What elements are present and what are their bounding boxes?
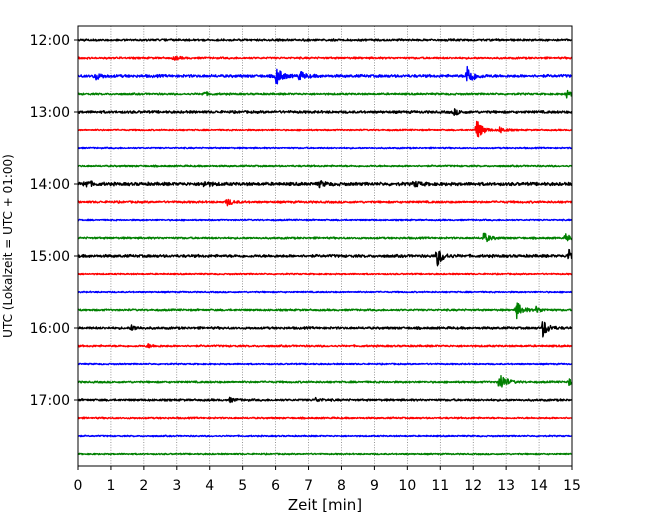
trace-1245 — [77, 89, 573, 99]
y-axis-ticks: 12:00 13:00 14:00 15:00 16:00 17:00 — [30, 33, 78, 409]
y-tick-label: 13:00 — [30, 105, 70, 121]
y-tick-label: 17:00 — [30, 393, 70, 409]
trace-1545 — [77, 302, 572, 320]
x-axis-label: Zeit [min] — [288, 496, 362, 514]
x-axis-ticks: 0 1 2 3 4 5 6 7 8 9 10 11 12 13 14 15 — [74, 466, 581, 494]
x-tick-label: 6 — [271, 478, 280, 494]
trace-1345 — [77, 164, 573, 168]
trace-1515 — [77, 272, 573, 276]
trace-1630 — [77, 362, 572, 366]
trace-1645 — [77, 375, 572, 388]
trace-1315 — [77, 120, 572, 138]
trace-1615 — [77, 343, 573, 349]
trace-1745 — [77, 452, 572, 456]
x-tick-label: 2 — [139, 478, 148, 494]
trace-1700 — [77, 396, 573, 404]
x-tick-label: 9 — [370, 478, 379, 494]
trace-1530 — [77, 290, 573, 294]
y-axis-label: UTC (Lokalzeit = UTC + 01:00) — [1, 154, 15, 338]
x-tick-label: 10 — [398, 478, 416, 494]
trace-1415 — [77, 198, 572, 207]
trace-1230 — [77, 65, 572, 85]
x-tick-label: 8 — [337, 478, 346, 494]
x-tick-label: 7 — [304, 478, 313, 494]
y-tick-label: 12:00 — [30, 33, 70, 49]
trace-1330 — [77, 146, 573, 150]
y-tick-label: 15:00 — [30, 249, 70, 265]
y-tick-label: 16:00 — [30, 321, 70, 337]
grid-lines — [110, 26, 540, 466]
y-tick-label: 14:00 — [30, 177, 70, 193]
trace-1715 — [77, 416, 573, 420]
trace-1600 — [77, 321, 573, 338]
trace-1730 — [77, 434, 573, 438]
x-tick-label: 15 — [563, 478, 581, 494]
x-tick-label: 11 — [431, 478, 449, 494]
x-tick-label: 3 — [172, 478, 181, 494]
x-tick-label: 0 — [74, 478, 83, 494]
x-tick-label: 4 — [205, 478, 214, 494]
trace-1500 — [77, 248, 573, 267]
x-tick-label: 13 — [497, 478, 515, 494]
seismic-traces — [77, 38, 573, 456]
trace-1400 — [77, 180, 573, 189]
trace-1445 — [77, 232, 573, 243]
x-tick-label: 1 — [106, 478, 115, 494]
trace-1430 — [77, 218, 573, 222]
plot-frame — [77, 25, 573, 467]
x-tick-label: 14 — [530, 478, 548, 494]
trace-1215 — [77, 55, 573, 61]
trace-1200 — [77, 38, 572, 42]
x-tick-label: 12 — [464, 478, 482, 494]
x-tick-label: 5 — [238, 478, 247, 494]
trace-1300 — [77, 108, 573, 116]
